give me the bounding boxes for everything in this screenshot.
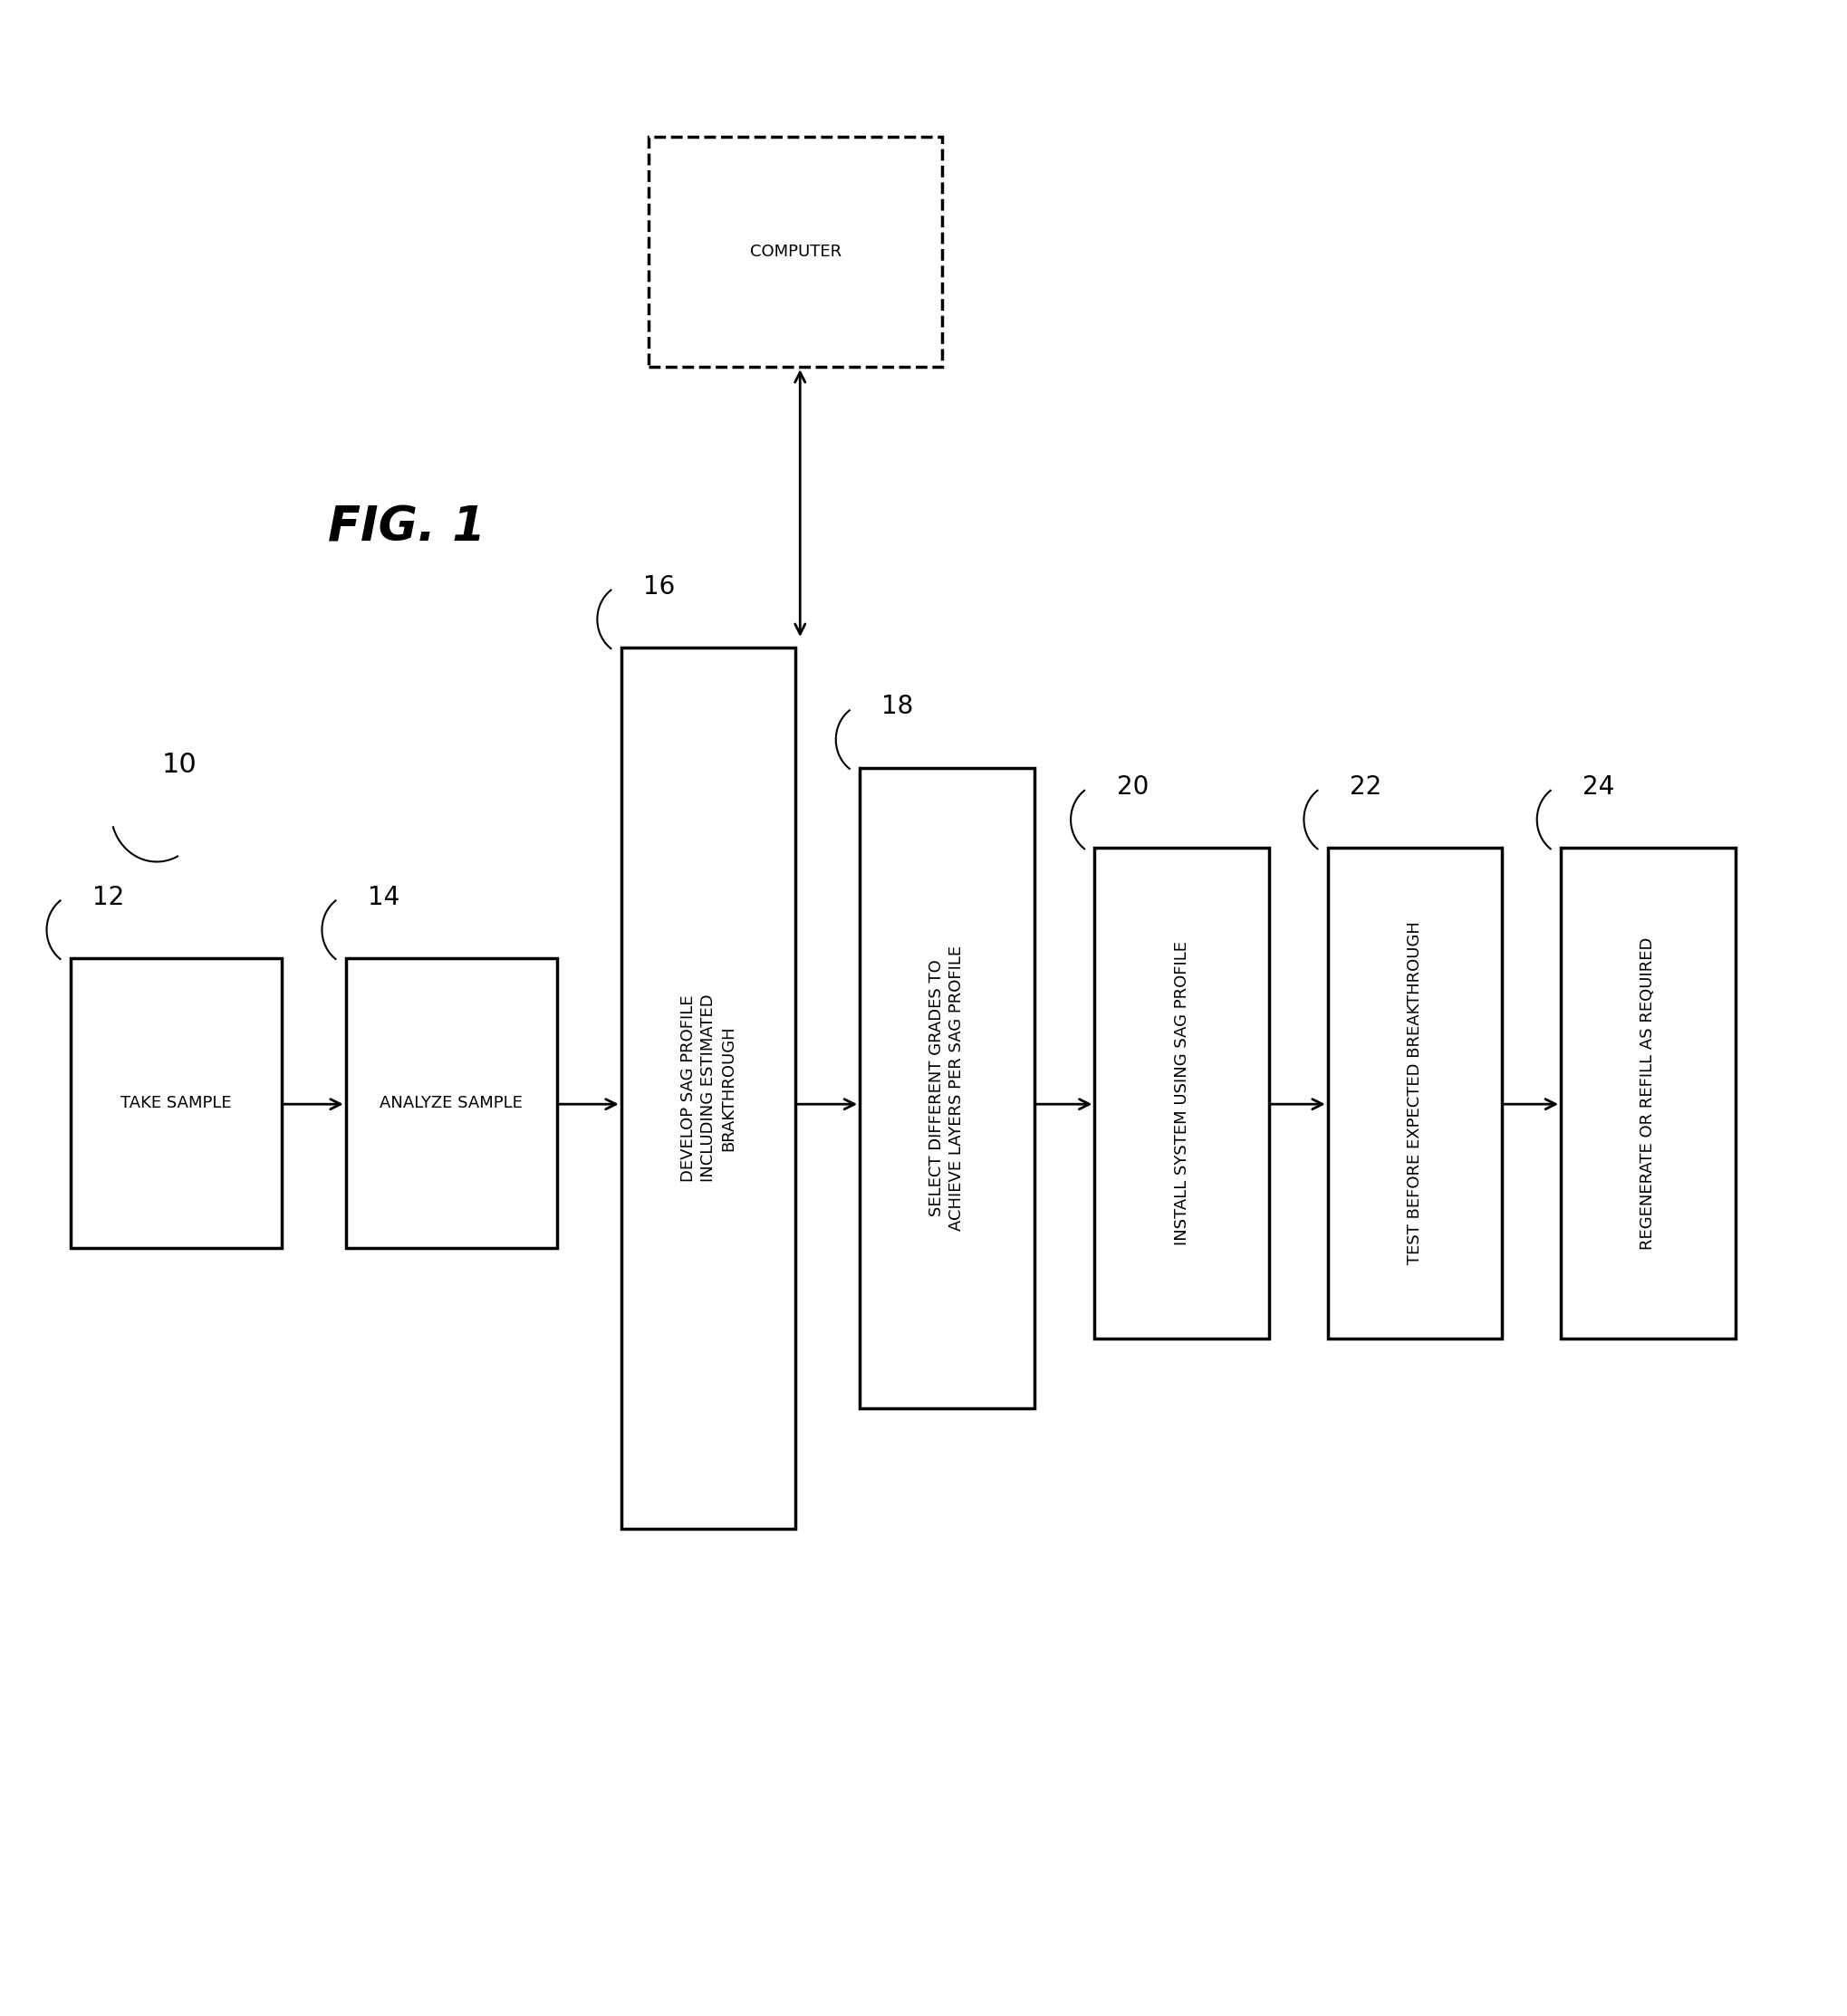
Bar (621, 647, 794, 1528)
Text: FIG. 1: FIG. 1 (327, 504, 486, 550)
Text: 14: 14 (368, 885, 399, 909)
Text: DEVELOP SAG PROFILE
INCLUDING ESTIMATED
BRAKTHROUGH: DEVELOP SAG PROFILE INCLUDING ESTIMATED … (680, 994, 737, 1181)
Bar (1093, 847, 1269, 1339)
Text: 16: 16 (643, 575, 674, 599)
Text: SELECT DIFFERENT GRADES TO
ACHIEVE LAYERS PER SAG PROFILE: SELECT DIFFERENT GRADES TO ACHIEVE LAYER… (929, 946, 964, 1232)
Text: 18: 18 (881, 694, 912, 720)
Bar (648, 137, 942, 367)
Bar (1328, 847, 1502, 1339)
Text: 10: 10 (163, 752, 198, 778)
Text: ANALYZE SAMPLE: ANALYZE SAMPLE (380, 1095, 523, 1111)
Bar (1561, 847, 1734, 1339)
Text: 12: 12 (92, 885, 124, 909)
Bar (70, 958, 281, 1248)
Text: 22: 22 (1348, 774, 1382, 800)
Bar (859, 768, 1034, 1409)
Text: REGENERATE OR REFILL AS REQUIRED: REGENERATE OR REFILL AS REQUIRED (1638, 937, 1655, 1250)
Text: 24: 24 (1583, 774, 1614, 800)
Text: TAKE SAMPLE: TAKE SAMPLE (120, 1095, 231, 1111)
Text: TEST BEFORE EXPECTED BREAKTHROUGH: TEST BEFORE EXPECTED BREAKTHROUGH (1406, 921, 1422, 1264)
Text: INSTALL SYSTEM USING SAG PROFILE: INSTALL SYSTEM USING SAG PROFILE (1173, 941, 1189, 1246)
Bar (345, 958, 556, 1248)
Text: COMPUTER: COMPUTER (750, 244, 840, 260)
Text: 20: 20 (1116, 774, 1149, 800)
